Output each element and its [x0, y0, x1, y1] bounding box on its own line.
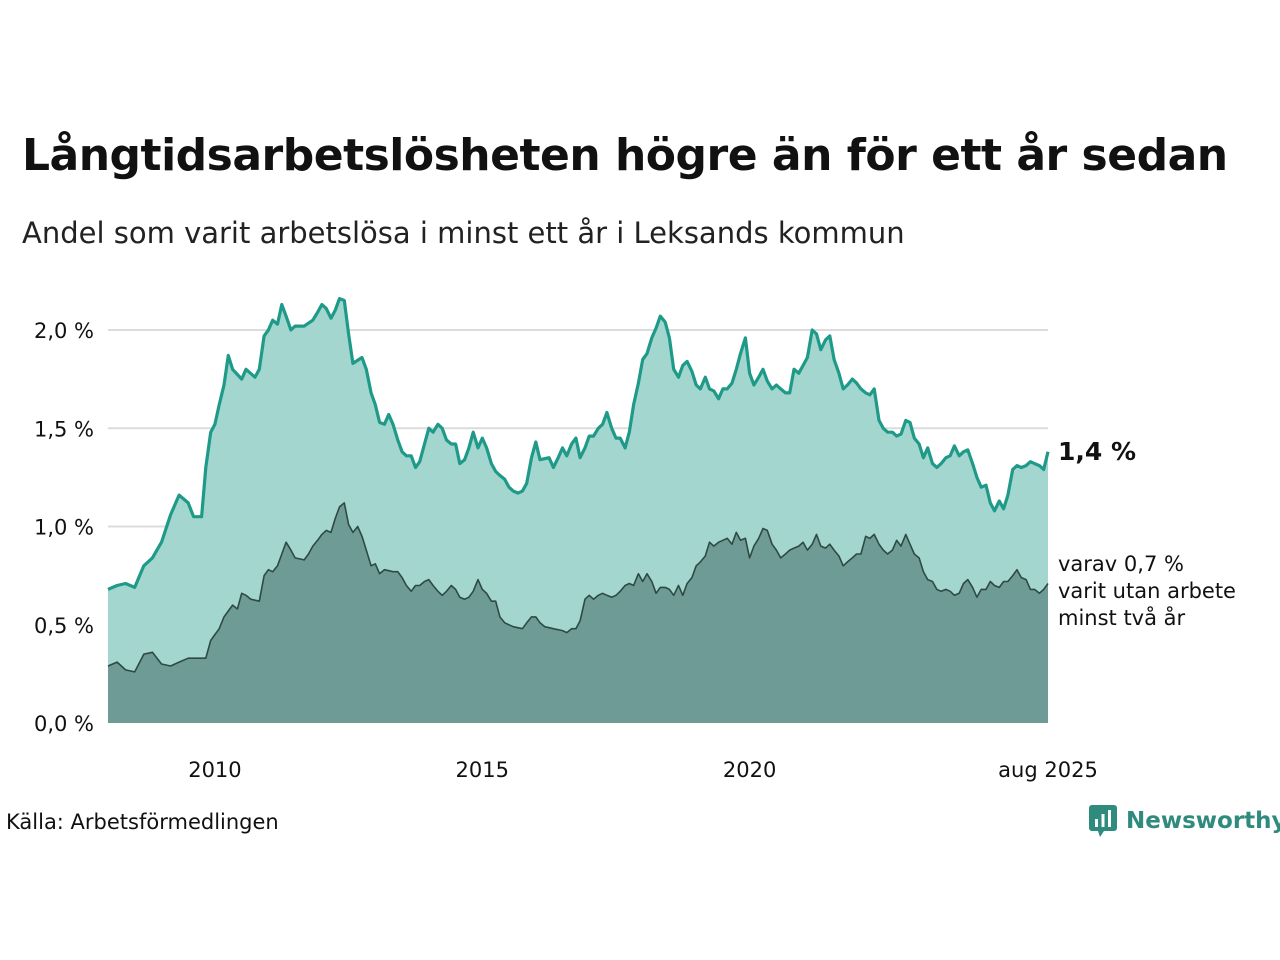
- y-tick-label: 0,5 %: [34, 614, 94, 638]
- chart-title: Långtidsarbetslösheten högre än för ett …: [22, 130, 1228, 181]
- y-tick-label: 1,5 %: [34, 417, 94, 441]
- brand-name: Newsworthy: [1126, 808, 1280, 834]
- end-label-two-year-line: varit utan arbete: [1058, 579, 1236, 603]
- series-line-two_year: [107, 502, 1049, 673]
- newsworthy-logo-icon: [1089, 805, 1117, 837]
- x-tick-label: 2020: [723, 758, 776, 782]
- x-tick-label: 2015: [456, 758, 509, 782]
- series-area-two_year: [108, 502, 1048, 723]
- x-tick-label: aug 2025: [998, 758, 1098, 782]
- brand[interactable]: Newsworthy: [1088, 804, 1280, 838]
- y-tick-label: 1,0 %: [34, 516, 94, 540]
- end-label-two-year-line: varav 0,7 %: [1058, 552, 1184, 576]
- chart-subtitle: Andel som varit arbetslösa i minst ett å…: [22, 216, 905, 250]
- x-tick-label: 2010: [188, 758, 241, 782]
- end-label-long: 1,4 %: [1058, 437, 1136, 466]
- end-label-two-year-line: minst två år: [1058, 605, 1186, 630]
- y-tick-label: 0,0 %: [34, 712, 94, 736]
- series-line-long: [107, 297, 1050, 591]
- source-note: Källa: Arbetsförmedlingen: [6, 810, 279, 834]
- y-tick-label: 2,0 %: [34, 319, 94, 343]
